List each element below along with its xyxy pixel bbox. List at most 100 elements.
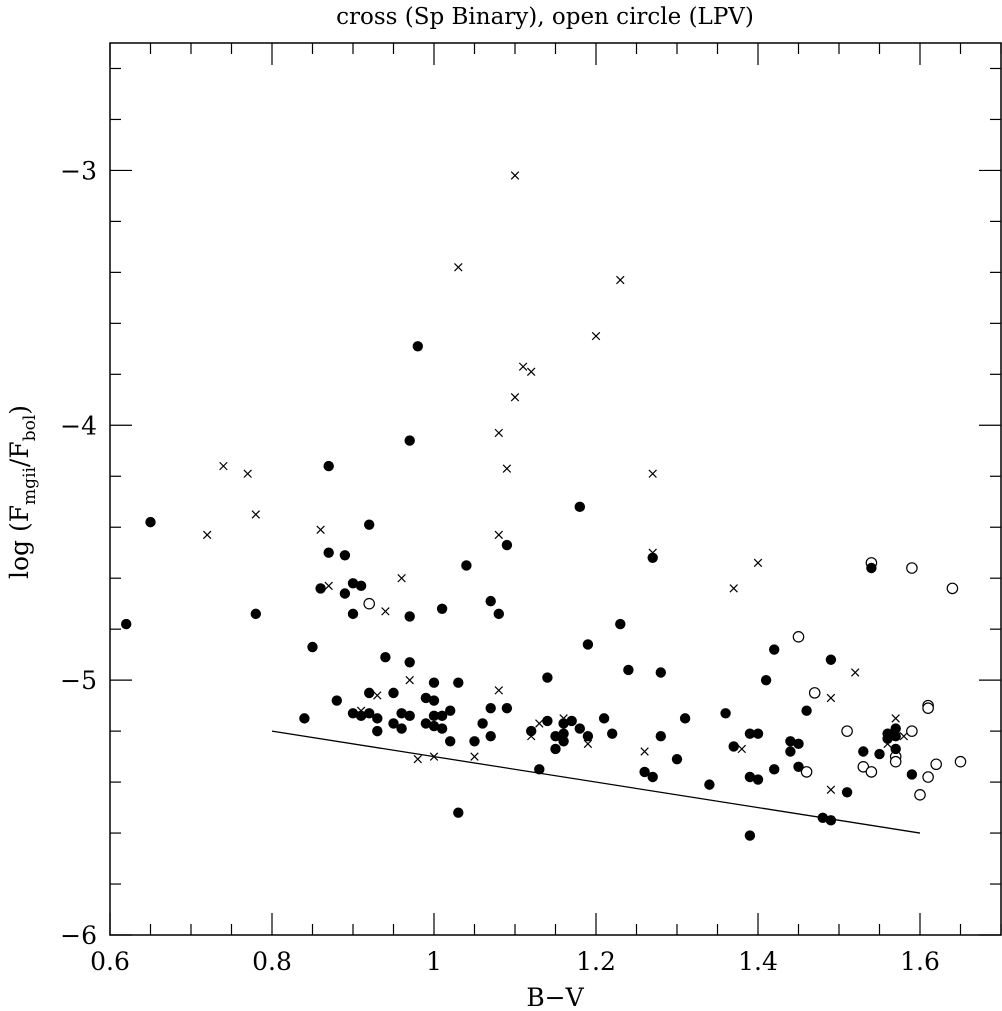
cross-stroke (251, 510, 261, 519)
cross-point (583, 739, 593, 749)
filled-circle-point (558, 718, 569, 729)
filled-circle-point (890, 743, 901, 755)
filled-circle-point (339, 588, 351, 599)
cross-point (324, 581, 333, 591)
filled-circle-point (825, 654, 837, 665)
cross-stroke (373, 691, 382, 700)
filled-circle-point (364, 687, 375, 699)
filled-circle-point (364, 519, 375, 530)
cross-point (202, 530, 212, 540)
y-tick-label: −5 (60, 666, 97, 695)
filled-circle-point (582, 731, 594, 742)
filled-circle-point (574, 501, 585, 513)
filled-circle-point (858, 746, 869, 757)
filled-circle-point (388, 687, 399, 699)
filled-circle-point (769, 644, 780, 655)
y-axis-label-mid: /F (5, 441, 34, 467)
cross-point (535, 719, 544, 728)
filled-circle-point (785, 746, 796, 757)
open-circle-point (889, 755, 902, 768)
filled-circle-point (728, 741, 739, 752)
filled-circle-point (388, 718, 399, 729)
open-circle-point (792, 631, 805, 643)
y-tick-label: −3 (60, 156, 97, 185)
cross-point (316, 525, 325, 535)
x-tick-label: 1.6 (900, 947, 940, 976)
filled-circle-point (825, 815, 837, 826)
open-circle-point (914, 789, 926, 801)
x-tick-label: 1.2 (576, 947, 616, 976)
filled-circle-point (801, 705, 812, 716)
filled-circle-point (485, 702, 496, 714)
filled-circle-point (882, 733, 893, 744)
filled-circle-point (428, 677, 440, 688)
cross-point (826, 785, 836, 794)
y-axis-label-sub2: bol (20, 415, 40, 442)
x-axis-label: B−V (526, 983, 584, 1011)
open-circle-point (363, 597, 375, 610)
cross-stroke (494, 686, 504, 695)
cross-stroke (518, 362, 528, 371)
cross-stroke (510, 393, 520, 402)
cross-point (251, 510, 261, 519)
cross-stroke (753, 558, 763, 568)
x-tick-labels: 0.6 0.8 1 1.2 1.4 1.6 (90, 947, 940, 976)
open-circle-point (946, 582, 959, 595)
filled-circle-point (404, 710, 415, 722)
filled-circle-point (380, 652, 391, 663)
data-points-layer (121, 171, 967, 841)
cross-stroke (243, 469, 252, 478)
filled-circle-point (542, 715, 553, 727)
filled-circle-point (534, 764, 545, 775)
cross-point (494, 686, 504, 695)
filled-circle-point (453, 807, 464, 818)
cross-stroke (316, 525, 325, 535)
filled-circle-point (582, 639, 594, 650)
filled-circle-point (655, 667, 666, 678)
y-tick-labels: −3 −4 −5 −6 (60, 156, 97, 950)
open-circle-point (857, 760, 870, 773)
filled-circle-point (347, 608, 359, 620)
x-tick-label: 1.4 (738, 947, 778, 976)
filled-circle-point (501, 539, 513, 551)
filled-circle-point (347, 578, 359, 589)
filled-circle-point (315, 583, 326, 594)
filled-circle-point (145, 516, 156, 528)
filled-circle-point (323, 547, 334, 558)
filled-circle-point (550, 731, 561, 742)
filled-circle-point (485, 731, 496, 742)
cross-stroke (737, 744, 747, 754)
filled-circle-point (760, 674, 772, 686)
reference-line (271, 730, 921, 834)
filled-circle-point (655, 731, 666, 742)
open-circle-point (808, 687, 821, 699)
cross-point (591, 331, 601, 341)
filled-circle-point (428, 695, 440, 706)
filled-circle-point (550, 743, 561, 755)
filled-circle-point (323, 460, 334, 472)
y-tick-label: −6 (60, 921, 97, 950)
cross-point (729, 584, 738, 593)
filled-circle-point (752, 728, 764, 739)
filled-circle-point (347, 708, 359, 719)
filled-circle-point (420, 692, 432, 704)
cross-point (616, 275, 625, 285)
filled-circle-point (679, 713, 691, 724)
cross-point (526, 367, 536, 376)
cross-stroke (616, 275, 625, 285)
cross-stroke (729, 584, 738, 593)
cross-point (753, 558, 763, 568)
filled-circle-point (477, 718, 488, 729)
filled-circle-point (372, 725, 383, 737)
filled-circle-point (453, 677, 464, 688)
cross-stroke (381, 607, 390, 616)
cross-stroke (429, 752, 439, 761)
filled-circle-point (874, 748, 885, 760)
cross-stroke (899, 731, 909, 741)
y-axis-label-prefix: log (F (5, 505, 34, 579)
cross-point (494, 428, 504, 438)
filled-circle-point (639, 766, 650, 778)
filled-circle-point (906, 769, 918, 780)
cross-point (510, 171, 520, 180)
filled-circle-point (436, 603, 448, 614)
